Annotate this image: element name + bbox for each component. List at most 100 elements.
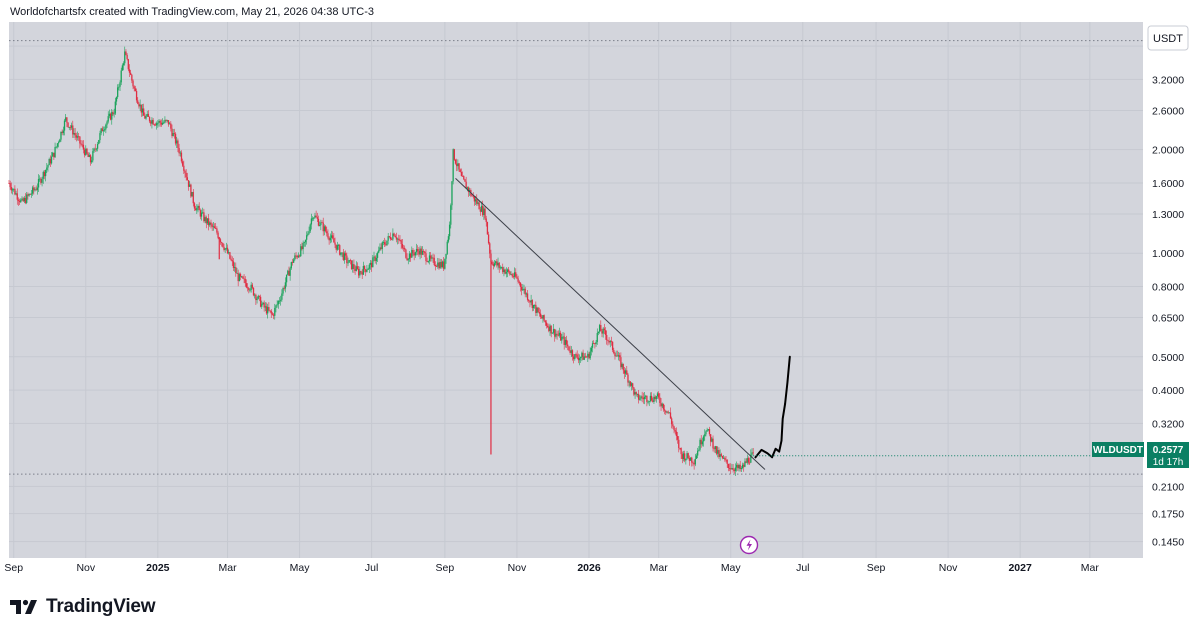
candle-body — [434, 264, 437, 267]
candle-body — [387, 236, 389, 241]
candle — [283, 285, 285, 291]
candle — [132, 79, 134, 90]
candle — [707, 429, 709, 432]
candle — [693, 459, 695, 470]
lightning-icon[interactable] — [739, 535, 759, 555]
candle — [115, 96, 118, 106]
candle-body — [329, 237, 331, 241]
candle — [143, 103, 145, 116]
candle-body — [603, 328, 605, 331]
candle-body — [680, 448, 682, 455]
candle-body — [140, 104, 142, 113]
candle-body — [53, 152, 55, 158]
candle — [255, 293, 257, 305]
tradingview-logo[interactable]: TradingView — [10, 596, 156, 618]
candle — [126, 53, 128, 61]
candle-body — [237, 272, 239, 282]
candle — [699, 437, 701, 452]
candle-body — [28, 193, 30, 196]
candle-body — [712, 438, 714, 449]
candle-body — [289, 268, 291, 276]
candle-body — [373, 256, 375, 258]
candle — [186, 172, 189, 181]
candle — [706, 427, 708, 432]
candle-body — [340, 252, 342, 255]
candle — [536, 306, 538, 317]
candle — [66, 116, 68, 128]
candle — [710, 434, 712, 447]
candle — [646, 394, 648, 407]
candle-body — [86, 148, 88, 154]
candle — [293, 258, 295, 263]
candle — [623, 366, 626, 379]
candle — [297, 252, 300, 259]
x-tick-label: Jul — [365, 562, 378, 574]
candle-body — [264, 306, 266, 308]
candle-body — [239, 274, 242, 277]
candle-body — [431, 257, 433, 259]
candle-body — [222, 243, 224, 247]
candle — [544, 319, 546, 326]
candle-body — [721, 455, 724, 459]
candle-body — [694, 458, 696, 465]
candle — [198, 202, 200, 211]
candle — [118, 83, 120, 91]
candle — [130, 69, 132, 76]
candle-body — [519, 282, 522, 287]
price-axis[interactable]: 4.00003.20002.60002.00001.60001.30001.00… — [1152, 41, 1184, 549]
candle — [59, 138, 61, 143]
candle — [713, 446, 715, 453]
candle — [406, 253, 408, 261]
candle — [513, 267, 516, 280]
candle — [314, 212, 316, 219]
candle-body — [715, 446, 718, 454]
candle-body — [301, 246, 303, 250]
candle-body — [471, 195, 473, 197]
candle — [117, 84, 119, 99]
candle-body — [23, 197, 26, 202]
candle — [76, 131, 79, 141]
candle-body — [568, 346, 570, 351]
candle-body — [267, 307, 269, 314]
candle — [197, 204, 199, 213]
candle-body — [457, 163, 459, 167]
candle — [597, 331, 600, 336]
candle-body — [190, 184, 192, 197]
candle — [334, 237, 336, 249]
candle-body — [96, 144, 99, 149]
candle-body — [526, 293, 529, 300]
candle — [100, 127, 102, 136]
candle — [598, 323, 601, 334]
candle-body — [115, 97, 118, 102]
candle-body — [587, 353, 589, 358]
candle-body — [366, 269, 368, 272]
candle-body — [383, 242, 386, 245]
candle-body — [581, 352, 583, 357]
candle-body — [197, 205, 199, 208]
chart-plot-area[interactable] — [9, 22, 1143, 558]
candle-body — [202, 212, 204, 214]
candle — [635, 391, 637, 397]
candle — [174, 132, 177, 146]
candle — [537, 307, 539, 313]
time-axis[interactable]: Sep Nov 2025 Mar May Jul Sep Nov 2026 Mar May Jul Se… — [4, 562, 1099, 574]
candle — [714, 445, 717, 454]
candle — [9, 180, 11, 190]
candle-body — [244, 278, 246, 284]
candle — [543, 314, 545, 322]
candle — [49, 155, 51, 168]
candle-body — [313, 217, 315, 219]
currency-button[interactable]: USDT — [1147, 25, 1189, 51]
candle — [565, 335, 568, 349]
candle-body — [493, 263, 496, 266]
candle-body — [427, 261, 429, 263]
candle-body — [220, 242, 223, 244]
candle-body — [532, 304, 535, 309]
candle-body — [225, 247, 227, 249]
candle-body — [610, 340, 613, 342]
candle-body — [744, 461, 746, 467]
chart-container[interactable]: 4.00003.20002.60002.00001.60001.30001.00… — [0, 0, 1200, 580]
candle — [400, 239, 402, 250]
candle — [141, 104, 144, 117]
price-chart[interactable]: 4.00003.20002.60002.00001.60001.30001.00… — [0, 0, 1200, 580]
